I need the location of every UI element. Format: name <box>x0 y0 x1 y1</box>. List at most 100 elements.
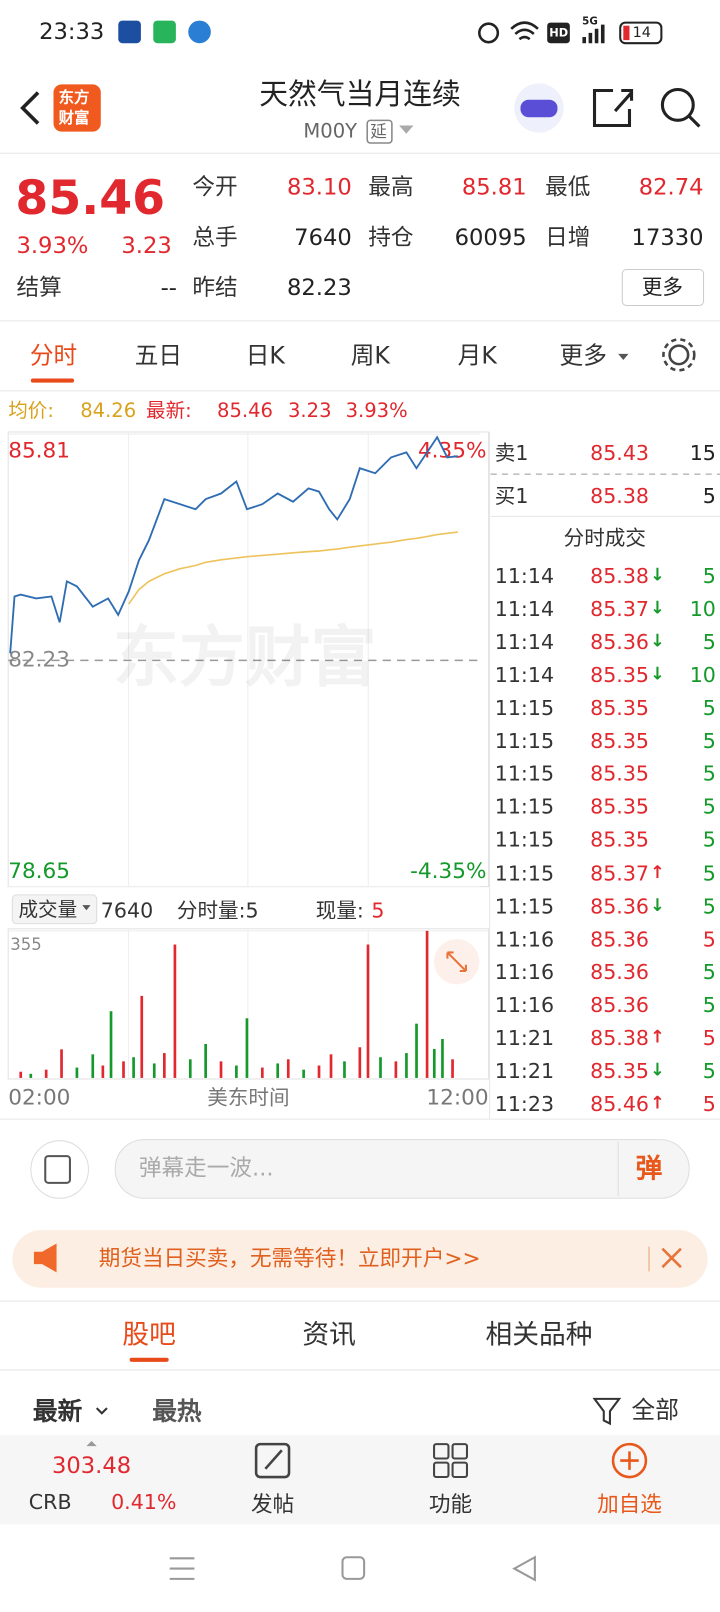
trade-time: 11:14 <box>494 563 555 589</box>
post-icon[interactable] <box>254 1442 291 1479</box>
dropdown-arrow <box>82 905 91 911</box>
dropdown-arrow[interactable] <box>399 125 414 134</box>
more-button-label[interactable]: 更多 <box>641 274 683 300</box>
volume-bar <box>29 1073 33 1078</box>
signal-icon <box>582 24 605 44</box>
section-tab[interactable]: 资讯 <box>302 1319 356 1351</box>
indicator: 5G <box>582 16 598 28</box>
book-side: 卖1 <box>494 440 529 465</box>
volume-bar <box>394 1061 398 1078</box>
trade-volume: 5 <box>702 629 716 655</box>
x-tick-label: 12:00 <box>426 1086 488 1111</box>
trade-volume: 5 <box>702 893 716 919</box>
trade-time: 11:21 <box>494 1025 555 1050</box>
volume-bar <box>152 1063 156 1078</box>
settings-gear <box>662 338 696 372</box>
trade-volume: 5 <box>702 1025 716 1050</box>
trade-price: 85.36 <box>590 992 650 1018</box>
add-watch-label[interactable]: 加自选 <box>597 1491 662 1517</box>
trade-volume: 5 <box>702 959 716 985</box>
trade-price: 85.35 <box>590 827 650 853</box>
section-tab[interactable]: 股吧 <box>122 1319 176 1351</box>
period-tab[interactable]: 更多 <box>559 343 607 370</box>
volume-bar <box>188 1059 192 1078</box>
post-label[interactable]: 发帖 <box>250 1491 295 1517</box>
field-label: 持仓 <box>368 225 414 251</box>
trade-price: 85.36 <box>590 926 650 952</box>
add-watch-icon[interactable] <box>611 1442 648 1479</box>
volume-bar <box>441 1038 444 1078</box>
latest-value: 85.46 <box>217 399 273 423</box>
sort-latest[interactable]: 最新 <box>32 1396 83 1426</box>
series-line <box>9 435 458 654</box>
y2-tick-label: -4.35% <box>410 859 486 884</box>
sort-arrow[interactable] <box>95 1407 108 1415</box>
period-tab[interactable]: 周K <box>350 343 390 370</box>
comment-input[interactable] <box>114 1139 690 1199</box>
x-tick-label: 02:00 <box>8 1086 70 1111</box>
filter-icon[interactable] <box>592 1397 622 1426</box>
volume-bar <box>329 1054 333 1078</box>
comment-placeholder[interactable]: 弹幕走一波... <box>138 1156 274 1182</box>
trade-volume: 10 <box>689 662 716 688</box>
volume-bar <box>132 1057 135 1078</box>
section-tab[interactable]: 相关品种 <box>485 1319 593 1351</box>
field-value: -- <box>160 275 177 302</box>
trade-price: 85.37 <box>590 596 650 622</box>
latest-label: 最新: <box>146 399 192 423</box>
expand-arrow[interactable] <box>86 1441 97 1447</box>
volume-bar <box>286 1059 290 1078</box>
trade-time: 11:14 <box>494 629 555 655</box>
trade-time: 11:21 <box>494 1058 555 1083</box>
banner-text[interactable]: 期货当日买卖，无需等待！立即开户>> <box>98 1246 481 1271</box>
trade-time: 11:15 <box>494 794 555 820</box>
period-tab[interactable]: 日K <box>245 343 285 370</box>
filter-all[interactable]: 全部 <box>631 1397 679 1425</box>
book-volume: 5 <box>702 483 716 509</box>
field-value: 82.23 <box>286 275 352 302</box>
home-button[interactable] <box>341 1556 366 1580</box>
volume-bar <box>451 1059 454 1078</box>
search-button[interactable] <box>660 87 695 122</box>
menu-button[interactable] <box>169 1557 195 1580</box>
dropdown-arrow[interactable] <box>618 353 629 360</box>
function-icon[interactable] <box>433 1443 450 1460</box>
current-volume-label: 现量: <box>315 897 364 923</box>
banner[interactable] <box>12 1230 708 1288</box>
tag-box <box>366 119 393 144</box>
avg-value: 84.26 <box>80 399 137 423</box>
clock: 23:33 <box>39 19 105 46</box>
period-tab[interactable]: 月K <box>457 343 497 370</box>
more-button[interactable] <box>621 268 705 306</box>
period-tab[interactable]: 分时 <box>29 343 78 370</box>
trade-arrow: ↓ <box>650 565 665 586</box>
field-label: 结算 <box>16 275 62 302</box>
volume-bar <box>415 1023 418 1078</box>
volume-bar <box>276 1063 280 1078</box>
volume-bar <box>405 1053 408 1078</box>
trade-volume: 5 <box>702 860 716 886</box>
back-nav-button[interactable] <box>512 1555 536 1582</box>
sort-hot[interactable]: 最热 <box>152 1396 202 1426</box>
close-banner[interactable] <box>661 1247 682 1269</box>
function-label[interactable]: 功能 <box>428 1491 473 1517</box>
volume-selector[interactable] <box>11 894 98 925</box>
trade-volume: 5 <box>702 761 716 787</box>
symbol-code: M00Y <box>303 119 358 143</box>
share-button[interactable] <box>592 88 634 128</box>
function-icon <box>433 1461 450 1479</box>
back-button[interactable] <box>20 91 40 125</box>
volume-bar <box>260 1067 264 1078</box>
period-tab[interactable]: 五日 <box>134 343 183 370</box>
field-value: 82.74 <box>638 174 704 201</box>
field-value: 83.10 <box>286 174 352 201</box>
danmaku-toggle[interactable] <box>30 1140 89 1199</box>
volume-selector-label[interactable]: 成交量 <box>18 898 78 922</box>
danmaku-send[interactable]: 弹 <box>635 1154 663 1185</box>
app-icon <box>118 20 141 44</box>
footer-bar <box>0 1434 720 1525</box>
field-value: 60095 <box>454 225 527 251</box>
settings-button[interactable] <box>668 344 690 366</box>
